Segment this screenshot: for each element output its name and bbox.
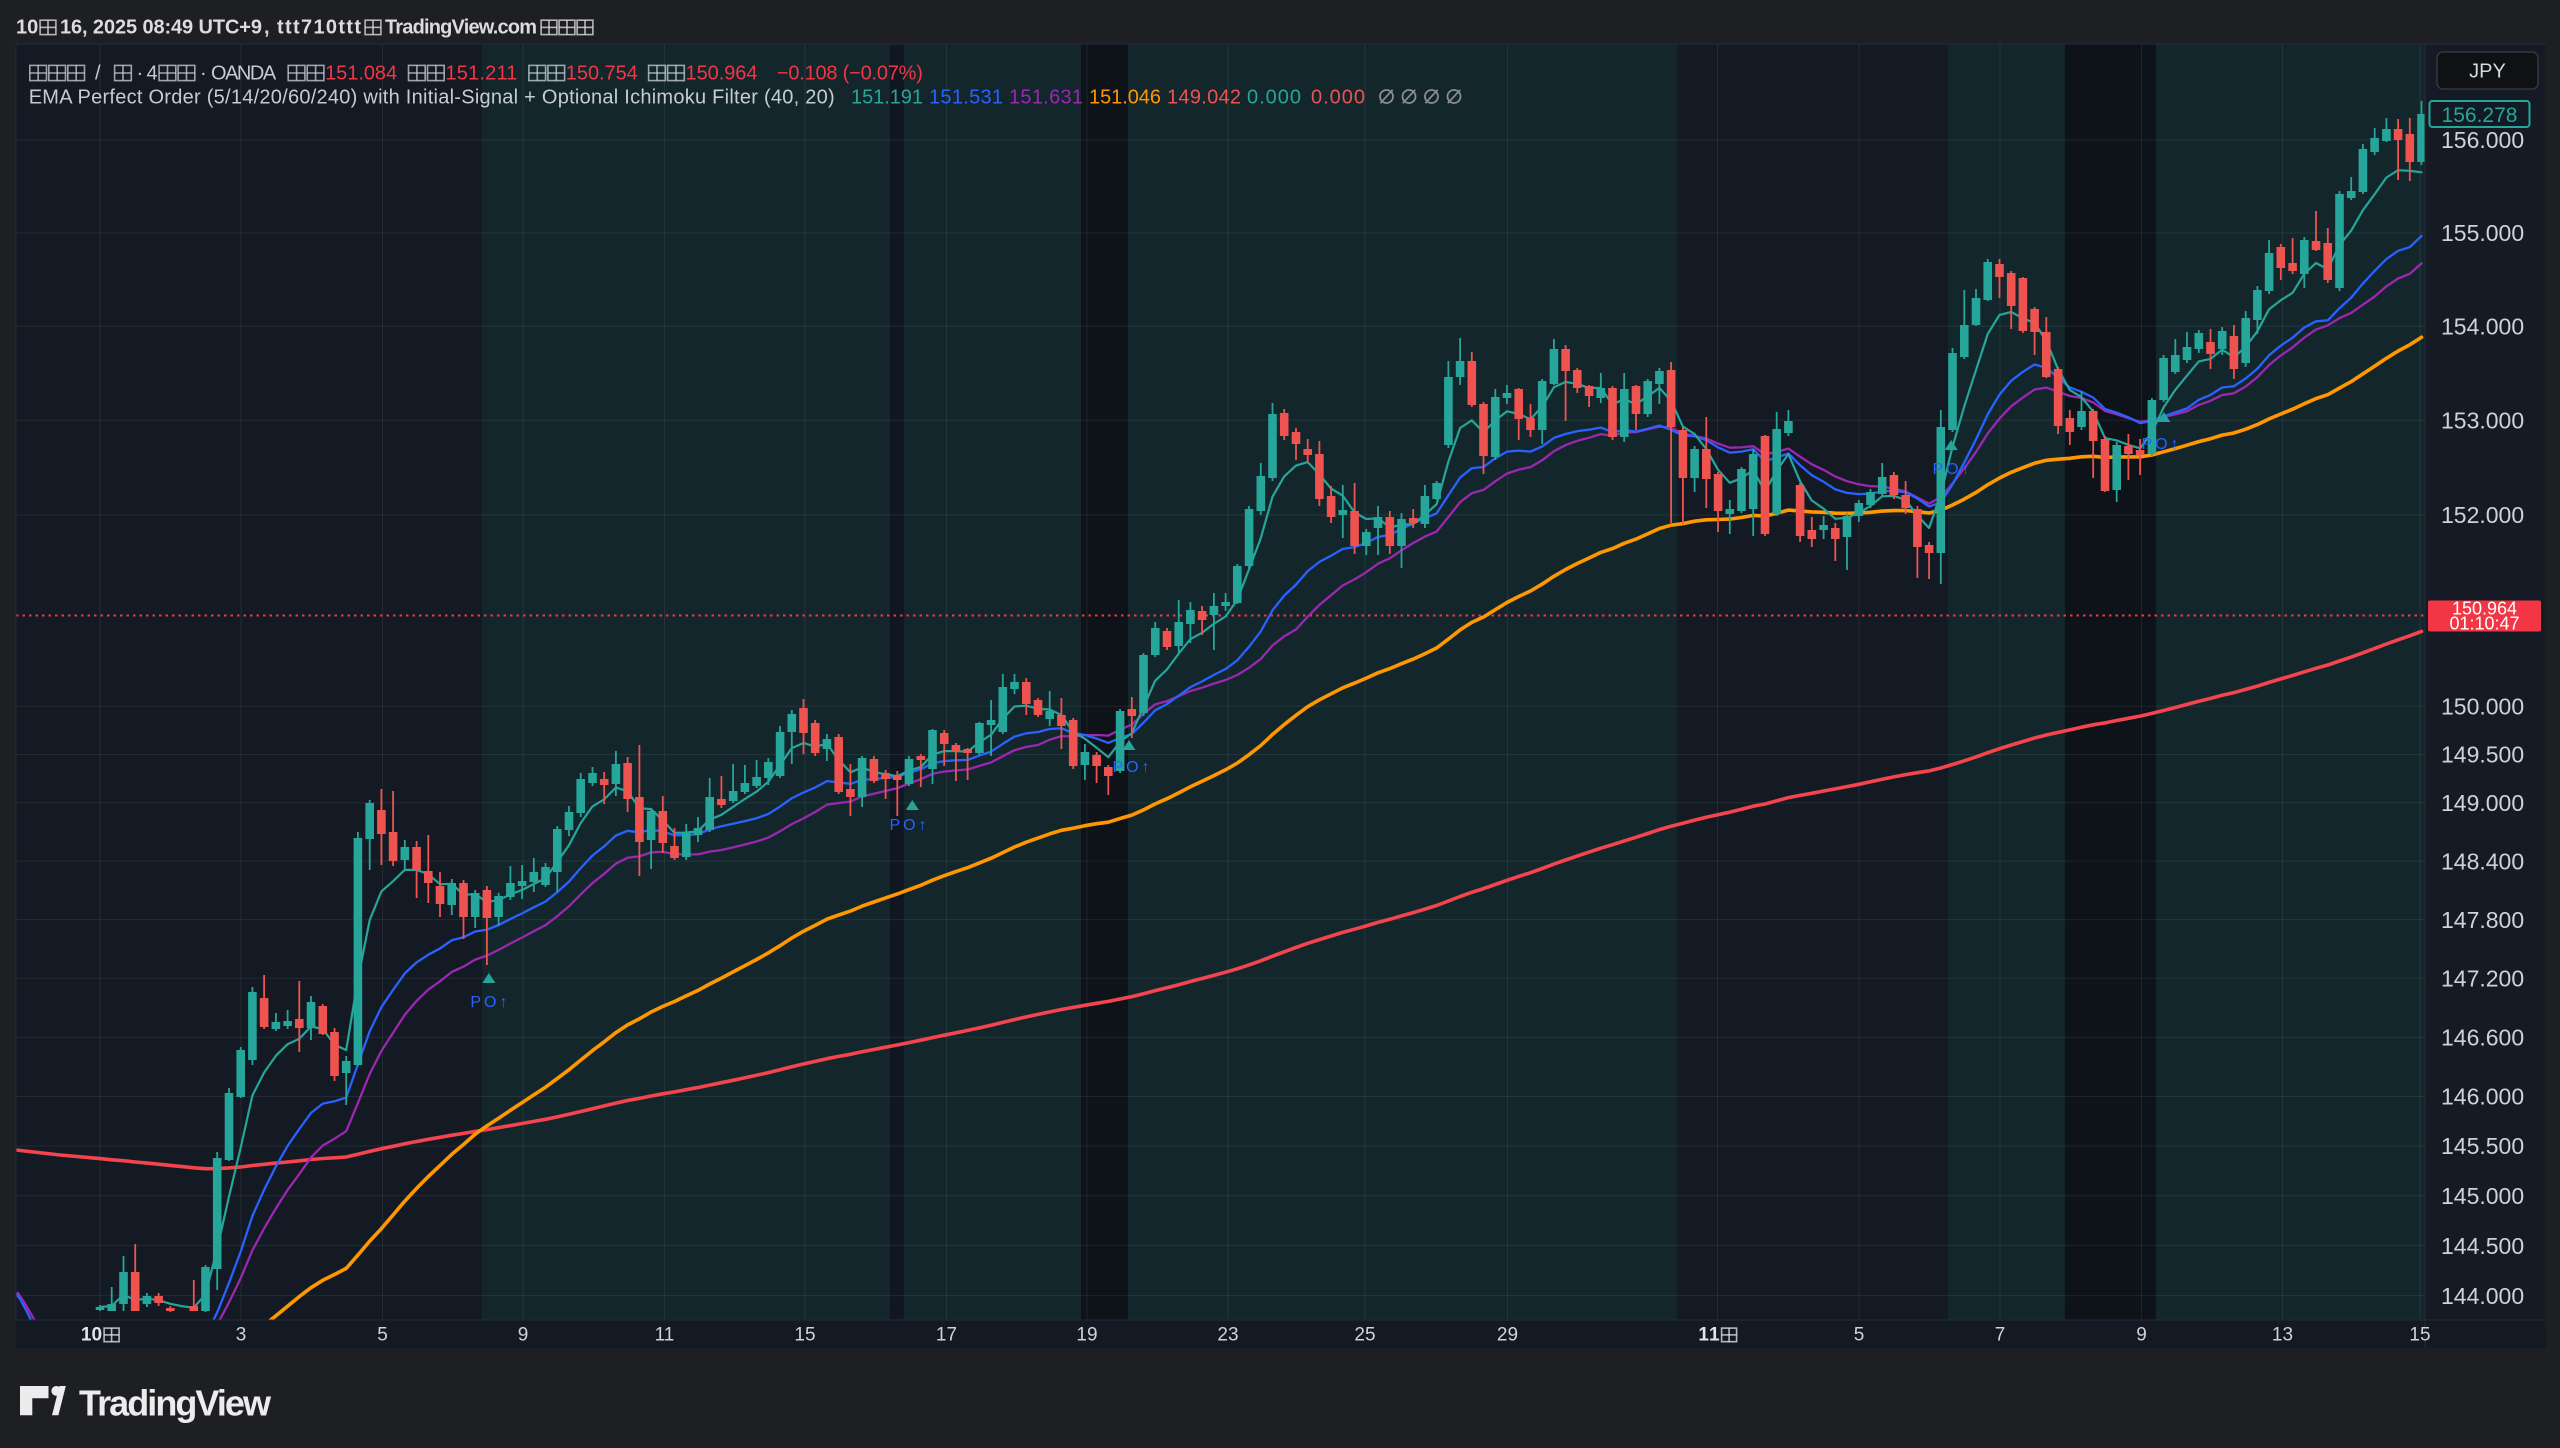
svg-text:PO↑: PO↑: [1113, 759, 1150, 776]
svg-text:13: 13: [2272, 1325, 2293, 1346]
svg-text:5: 5: [1854, 1325, 1865, 1346]
svg-text:4: 4: [147, 63, 158, 85]
svg-text:·: ·: [137, 63, 144, 85]
svg-text:149.500: 149.500: [2441, 742, 2524, 768]
svg-text:PO↑: PO↑: [1933, 461, 1970, 478]
svg-text:0.000: 0.000: [1311, 87, 1365, 109]
svg-text:JPY: JPY: [2469, 61, 2506, 83]
svg-text:TradingView.com: TradingView.com: [385, 17, 537, 39]
svg-text:TradingView: TradingView: [79, 1382, 272, 1423]
svg-text:10: 10: [16, 17, 38, 39]
svg-text:146.000: 146.000: [2441, 1084, 2524, 1110]
svg-text:152.000: 152.000: [2441, 502, 2524, 528]
svg-text:PO↑: PO↑: [2142, 436, 2179, 453]
svg-text:15: 15: [794, 1325, 815, 1346]
svg-text:147.800: 147.800: [2441, 907, 2524, 933]
svg-text:ttt710ttt: ttt710ttt: [277, 17, 361, 39]
svg-text:17: 17: [936, 1325, 957, 1346]
svg-text:·: ·: [200, 63, 207, 85]
svg-text:9: 9: [518, 1325, 529, 1346]
svg-text:11: 11: [655, 1325, 675, 1346]
svg-text:151.046: 151.046: [1089, 87, 1161, 109]
svg-text:151.211: 151.211: [445, 63, 517, 85]
svg-text:150.964: 150.964: [686, 63, 758, 85]
svg-text:7: 7: [1995, 1325, 2006, 1346]
svg-text:156.278: 156.278: [2442, 104, 2518, 127]
svg-text:15: 15: [2409, 1325, 2430, 1346]
svg-text:PO↑: PO↑: [470, 994, 507, 1011]
svg-text:0.000: 0.000: [1247, 87, 1301, 109]
svg-text:,: ,: [264, 17, 270, 39]
svg-text:23: 23: [1217, 1325, 1238, 1346]
svg-text:155.000: 155.000: [2441, 220, 2524, 246]
svg-text:144.500: 144.500: [2441, 1233, 2524, 1259]
svg-text:156.000: 156.000: [2441, 127, 2524, 153]
svg-text:−0.108 (−0.07%): −0.108 (−0.07%): [777, 63, 923, 85]
svg-text:11: 11: [1698, 1325, 1720, 1346]
svg-text:145.000: 145.000: [2441, 1183, 2524, 1209]
svg-text:29: 29: [1497, 1325, 1518, 1346]
svg-text:PO↑: PO↑: [890, 817, 927, 834]
svg-text:149.000: 149.000: [2441, 790, 2524, 816]
svg-text:151.084: 151.084: [325, 63, 397, 85]
svg-text:146.600: 146.600: [2441, 1025, 2524, 1051]
svg-text:5: 5: [377, 1325, 388, 1346]
svg-text:150.964: 150.964: [2452, 598, 2517, 618]
svg-text:144.000: 144.000: [2441, 1283, 2524, 1309]
svg-text:149.042: 149.042: [1167, 87, 1241, 109]
svg-text:25: 25: [1354, 1325, 1375, 1346]
svg-text:145.500: 145.500: [2441, 1133, 2524, 1159]
svg-text:151.631: 151.631: [1009, 87, 1083, 109]
svg-text:3: 3: [236, 1325, 247, 1346]
svg-text:147.200: 147.200: [2441, 966, 2524, 992]
svg-text:154.000: 154.000: [2441, 313, 2524, 339]
svg-text:/: /: [95, 63, 101, 85]
svg-text:150.754: 150.754: [566, 63, 638, 85]
svg-text:OANDA: OANDA: [211, 63, 277, 85]
svg-text:10: 10: [81, 1325, 102, 1346]
svg-text:150.000: 150.000: [2441, 693, 2524, 719]
svg-text:151.191: 151.191: [851, 87, 923, 109]
svg-text:9: 9: [2136, 1325, 2147, 1346]
svg-text:151.531: 151.531: [929, 87, 1003, 109]
svg-text:148.400: 148.400: [2441, 848, 2524, 874]
svg-text:19: 19: [1076, 1325, 1097, 1346]
svg-text:EMA Perfect Order (5/14/20/60/: EMA Perfect Order (5/14/20/60/240) with …: [29, 87, 835, 109]
svg-text:16, 2025 08:49 UTC+9: 16, 2025 08:49 UTC+9: [60, 17, 262, 39]
svg-text:153.000: 153.000: [2441, 408, 2524, 434]
svg-text:01:10:47: 01:10:47: [2449, 614, 2519, 634]
